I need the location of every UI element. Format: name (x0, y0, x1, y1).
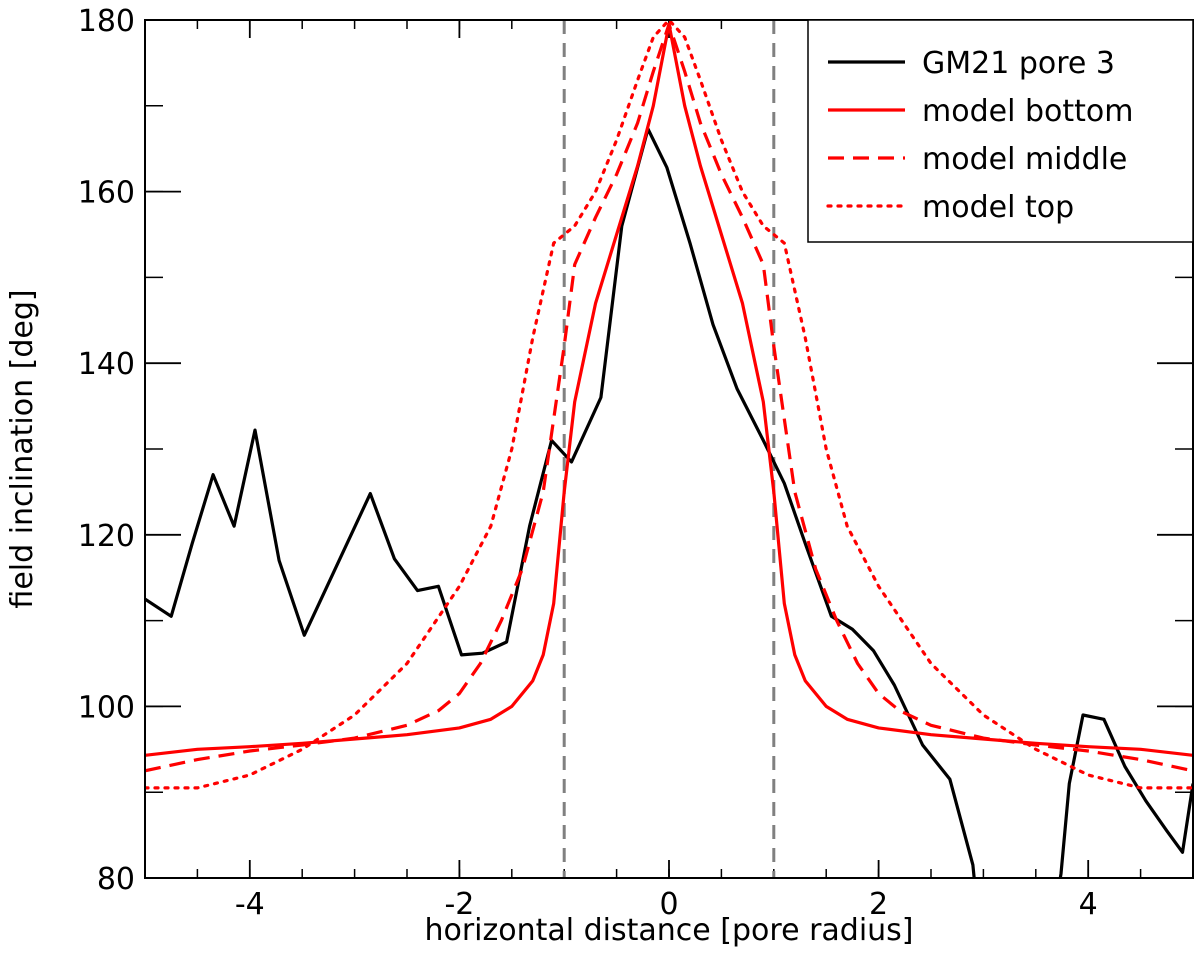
y-tick-label: 180 (78, 4, 135, 39)
legend-label: model bottom (922, 94, 1133, 129)
x-tick-label: 2 (869, 887, 888, 922)
reference-lines (562, 20, 776, 878)
y-tick-label: 140 (78, 347, 135, 382)
series-line-model-top (145, 20, 1193, 790)
legend-label: model middle (922, 142, 1127, 177)
y-tick-label: 160 (78, 176, 135, 211)
x-axis-title: horizontal distance [pore radius] (424, 913, 913, 948)
y-tick-label: 100 (78, 690, 135, 725)
tick-labels: -4 -2 0 2 4 80 100 120 140 160 180 (78, 4, 1098, 922)
legend-label: model top (922, 190, 1074, 225)
series-layer (145, 20, 1193, 878)
plot-frame (144, 19, 1194, 879)
x-tick-label: 0 (659, 887, 678, 922)
y-axis-title: field inclination [deg] (5, 289, 40, 608)
y-tick-label: 80 (97, 862, 135, 897)
x-tick-label: -2 (444, 887, 474, 922)
series-line-gm21-pore-3 (145, 127, 1193, 878)
x-tick-label: -4 (235, 887, 265, 922)
series-line-model-middle (145, 22, 1193, 773)
legend-label: GM21 pore 3 (922, 46, 1115, 81)
legend: GM21 pore 3 model bottom model middle model… (807, 19, 1194, 243)
x-tick-label: 4 (1079, 887, 1098, 922)
y-tick-label: 120 (78, 519, 135, 554)
